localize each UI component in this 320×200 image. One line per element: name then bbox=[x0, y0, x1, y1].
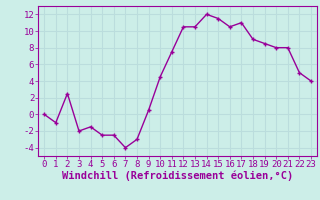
X-axis label: Windchill (Refroidissement éolien,°C): Windchill (Refroidissement éolien,°C) bbox=[62, 171, 293, 181]
